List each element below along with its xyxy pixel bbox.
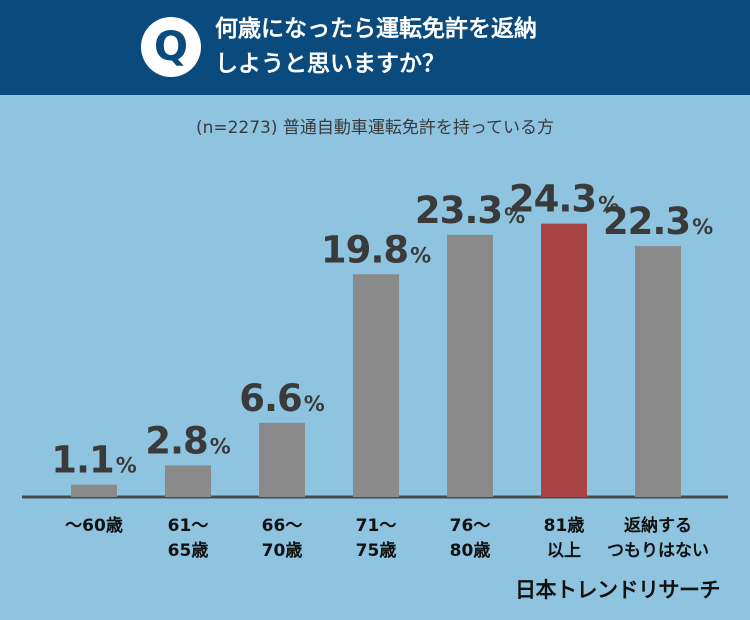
bar-7 (635, 246, 681, 497)
brand-logo: 日本トレンドリサーチ (515, 578, 721, 602)
value-label-4: 19.8% (321, 228, 431, 271)
category-label-3-line-2: 70歳 (262, 540, 303, 561)
category-label-3-line-1: 66〜 (262, 516, 303, 536)
bar-3 (259, 422, 305, 497)
category-label-6-line-2: 以上 (547, 541, 581, 561)
value-label-5: 23.3% (415, 189, 525, 232)
category-label-6-line-1: 81歳 (544, 515, 585, 536)
category-label-7-line-1: 返納する (624, 515, 692, 536)
sample-size-subtitle: (n=2273) 普通自動車運転免許を持っている方 (195, 118, 555, 138)
value-label-1: 1.1% (51, 439, 137, 482)
category-label-2-line-1: 61〜 (168, 516, 209, 536)
category-label-5-line-2: 80歳 (450, 540, 491, 561)
value-label-7: 22.3% (603, 200, 713, 243)
category-label-7-line-2: つもりはない (607, 541, 709, 561)
value-label-6: 24.3% (509, 178, 619, 221)
value-label-2: 2.8% (145, 420, 231, 463)
bar-2 (165, 465, 211, 497)
category-label-2-line-2: 65歳 (168, 540, 209, 561)
bar-6 (541, 223, 587, 497)
category-label-5-line-1: 76〜 (450, 516, 491, 536)
category-label-1: 〜60歳 (65, 515, 123, 536)
bar-5 (447, 234, 493, 497)
question-line-2: しようと思いますか？ (215, 51, 445, 77)
question-line-1: 何歳になったら運転免許を返納 (215, 16, 537, 42)
bar-4 (353, 274, 399, 497)
category-label-4-line-2: 75歳 (356, 540, 397, 561)
value-label-3: 6.6% (239, 377, 325, 420)
category-label-4-line-1: 71〜 (356, 516, 397, 536)
bar-1 (71, 484, 117, 497)
question-title: 何歳になったら運転免許を返納 しようと思いますか？ (215, 12, 735, 82)
question-badge: Q (141, 17, 201, 77)
question-header: Q 何歳になったら運転免許を返納 しようと思いますか？ (0, 0, 750, 95)
